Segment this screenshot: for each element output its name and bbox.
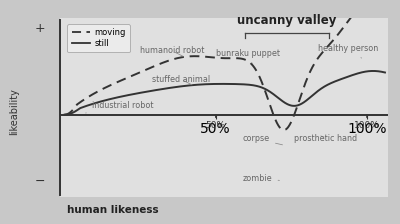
Text: zombie: zombie bbox=[243, 174, 280, 183]
Text: likeability: likeability bbox=[9, 88, 19, 136]
Text: +: + bbox=[35, 22, 45, 35]
Text: healthy person: healthy person bbox=[318, 44, 379, 58]
Text: 50%: 50% bbox=[206, 121, 226, 130]
Text: humanoid robot: humanoid robot bbox=[140, 46, 204, 56]
Text: stuffed animal: stuffed animal bbox=[152, 75, 210, 85]
Text: prosthetic hand: prosthetic hand bbox=[294, 134, 358, 143]
Text: uncanny valley: uncanny valley bbox=[238, 14, 337, 27]
Text: 100%: 100% bbox=[354, 121, 380, 130]
Text: human likeness: human likeness bbox=[66, 205, 158, 215]
Text: bunraku puppet: bunraku puppet bbox=[216, 49, 280, 64]
Text: industrial robot: industrial robot bbox=[86, 101, 153, 113]
Text: −: − bbox=[35, 175, 45, 188]
Legend: moving, still: moving, still bbox=[68, 24, 130, 52]
Text: corpse: corpse bbox=[243, 134, 282, 145]
